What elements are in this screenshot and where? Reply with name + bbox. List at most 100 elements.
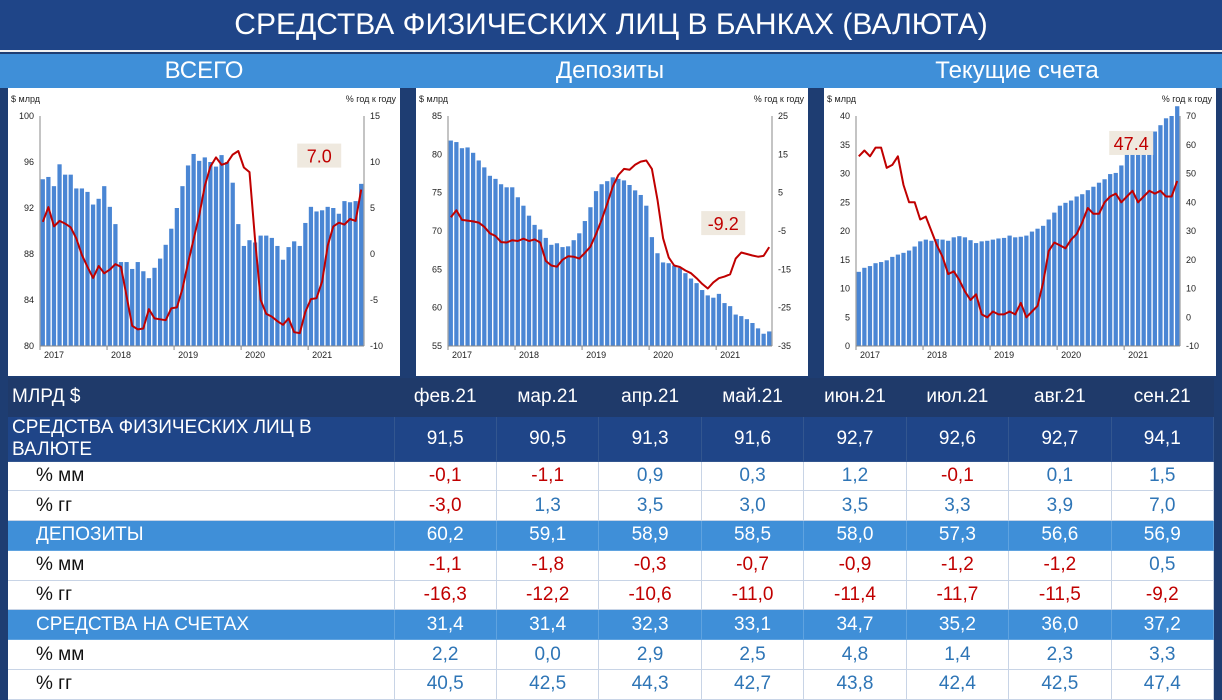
bar [918,241,923,346]
bar [526,215,532,346]
y-left-tick-label: 70 [432,226,442,236]
bar [1096,182,1102,346]
table-cell: 43,8 [803,669,907,700]
y-left-tick-label: 65 [432,264,442,274]
bar [1141,139,1146,346]
bar [543,237,548,346]
table-row: % мм -0,1 -1,1 0,9 0,3 1,2 -0,1 0,1 1,5 [8,461,1215,492]
y-left-tick-label: 96 [24,157,34,167]
y-right-tick-label: -10 [370,341,383,351]
bar [616,178,621,346]
bar [755,328,761,346]
table-cell: 3,5 [803,490,907,522]
bar [225,162,230,346]
x-tick-label: 2018 [111,350,131,360]
table-cell: -3,0 [394,490,497,522]
table-header-month: мар.21 [496,378,600,417]
bar [1018,236,1023,346]
panel-titles-bar: ВСЕГО Депозиты Текущие счета [0,54,1222,88]
bar [1035,228,1040,346]
x-tick-label: 2020 [1061,350,1081,360]
annotation-box [701,211,746,236]
bar [990,239,995,346]
table-cell: -11,0 [701,580,805,611]
panel-title-deposits: Депозиты [555,57,665,84]
bar [985,240,990,346]
bar [750,323,755,346]
bar [90,204,96,346]
row-label: % гг [8,490,395,522]
bar [1085,190,1090,346]
bar [471,152,476,346]
table-row: % мм -1,1 -1,8 -0,3 -0,7 -0,9 -1,2 -1,2 0,5 [8,550,1215,581]
y-left-tick-label: 100 [19,111,34,121]
bar [347,202,353,346]
y-right-tick-label: 15 [778,149,788,159]
bar [605,181,610,346]
table-cell: 32,3 [598,609,702,641]
bar [252,242,258,346]
y-right-unit-label: % год к году [754,94,805,104]
bar [1130,147,1135,346]
y-left-unit-label: $ млрд [419,94,449,104]
table-cell: 3,0 [701,490,805,522]
bar [191,153,196,346]
table-cell: 36,0 [1008,609,1112,641]
y-left-tick-label: 80 [432,149,442,159]
bar [476,160,481,346]
table-cell: 58,9 [598,520,702,551]
table-cell: 92,7 [1008,416,1112,462]
bar [51,186,57,346]
chart-total: $ млрд % год к году 80 84 88 92 96 100 -10 -5 0 5 10… [11,94,396,360]
table-cell: -0,3 [598,550,702,581]
bar [633,190,638,346]
bar [1147,134,1152,346]
chart-current-accounts: $ млрд % год к году 0 5 10 15 20 25 30 35 40 -10 0 10… [827,94,1213,360]
bar [1135,143,1141,346]
bar [761,333,766,346]
table-cell: 2,2 [394,639,497,671]
table-cell: -11,5 [1008,580,1112,611]
bar [280,259,286,346]
yoy-line [450,159,771,290]
bar [677,267,682,346]
table-cell: 35,2 [906,609,1010,641]
bar [767,331,772,346]
bar [560,247,565,346]
table-row: ДЕПОЗИТЫ 60,2 59,1 58,9 58,5 58,0 57,3 56,6 56,9 [8,520,1215,551]
bar [135,262,140,346]
table-header-unit: МЛРД $ [8,378,395,417]
bar [532,224,537,346]
bar [1080,194,1085,346]
y-left-tick-label: 80 [24,341,34,351]
table-cell: 91,6 [701,416,805,462]
bar [929,240,934,346]
table-header-month: фев.21 [394,378,497,417]
bar [297,245,302,346]
y-right-tick-label: 0 [1186,312,1191,322]
table-row: % гг -3,0 1,3 3,5 3,0 3,5 3,3 3,9 7,0 [8,490,1215,522]
y-left-tick-label: 0 [845,341,850,351]
bar [655,253,660,346]
chart-panel-current-accounts: $ млрд % год к году 0 5 10 15 20 25 30 35 40 -10 0 10… [824,88,1216,376]
bar [1119,165,1124,346]
table-header-month: июл.21 [906,378,1010,417]
annotation-label: 47.4 [1114,134,1149,154]
bar [571,240,576,346]
bar [1029,231,1035,346]
bar [336,213,341,346]
table-cell: 42,5 [1008,669,1112,700]
table-cell: 31,4 [394,609,497,641]
bar [683,273,688,346]
table-cell: 1,4 [906,639,1010,671]
row-label: % гг [8,580,395,611]
bar [610,177,615,346]
y-right-unit-label: % год к году [1162,94,1213,104]
table-cell: 0,0 [496,639,600,671]
bar [890,256,895,346]
data-table: МЛРД $ фев.21 мар.21 апр.21 май.21 июн.21 июл.… [8,378,1215,700]
bar [588,207,593,346]
table-row: СРЕДСТВА НА СЧЕТАХ 31,4 31,4 32,3 33,1 34,7 35… [8,609,1215,641]
bar [906,250,912,346]
x-tick-label: 2020 [653,350,673,360]
